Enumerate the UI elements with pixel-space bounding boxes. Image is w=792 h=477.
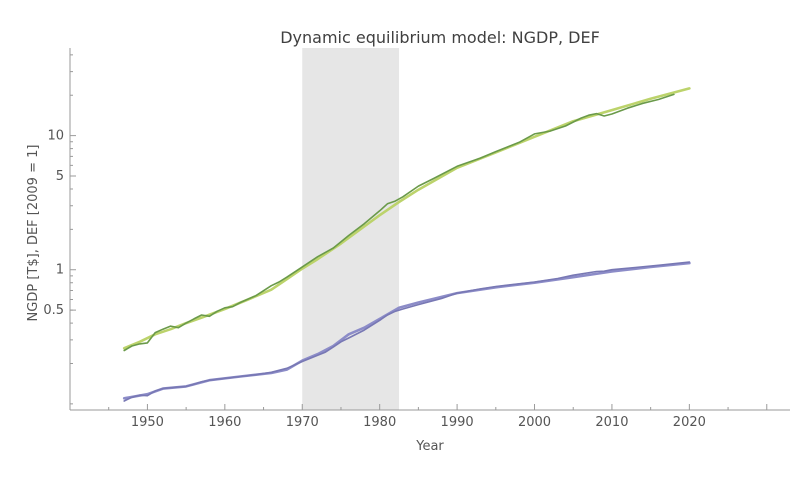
x-tick-label: 1970 — [286, 415, 319, 430]
x-tick-label: 1950 — [131, 415, 164, 430]
x-tick-label: 1990 — [441, 415, 474, 430]
shaded-region-layer — [302, 48, 400, 410]
y-tick-label: 10 — [47, 129, 64, 144]
x-tick-label: 2020 — [673, 415, 706, 430]
y-tick-label: 0.5 — [43, 303, 64, 318]
shaded-region — [302, 48, 400, 410]
y-tick-label: 5 — [56, 169, 64, 184]
x-tick-label: 2010 — [595, 415, 628, 430]
x-axis-label: Year — [415, 439, 444, 454]
series-line-ngdp-data — [123, 93, 675, 352]
x-tick-label: 1980 — [363, 415, 396, 430]
axes-layer: 1950 1960 1970 1980 1990 2000 2010 2020 0.5 1 5 10 — [43, 48, 790, 430]
chart-title: Dynamic equilibrium model: NGDP, DEF — [280, 28, 600, 47]
y-tick-label: 1 — [56, 263, 64, 278]
x-tick-label: 2000 — [518, 415, 551, 430]
plot-background — [70, 48, 790, 410]
x-tick-label: 1960 — [208, 415, 241, 430]
series-line-def-data — [123, 261, 691, 402]
y-axis-label: NGDP [T$], DEF [2009 = 1] — [26, 145, 41, 322]
series-layer — [122, 87, 691, 402]
